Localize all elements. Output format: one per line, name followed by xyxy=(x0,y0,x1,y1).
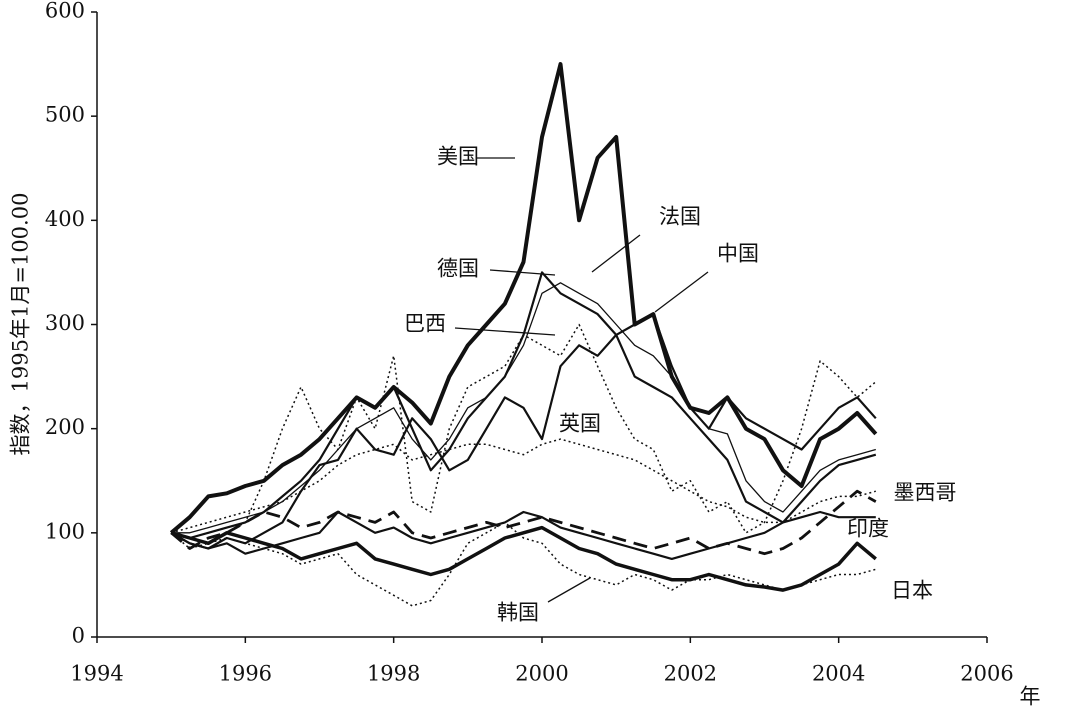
series-label: 德国 xyxy=(437,257,479,281)
series-label: 法国 xyxy=(659,205,701,229)
series-label: 美国 xyxy=(437,145,479,169)
series-label: 墨西哥 xyxy=(894,481,957,505)
series-line xyxy=(169,62,878,535)
y-tick-label: 400 xyxy=(45,207,85,231)
y-tick-label: 500 xyxy=(45,103,85,127)
series-line xyxy=(170,525,877,592)
series-label: 印度 xyxy=(847,517,889,541)
series-label: 巴西 xyxy=(404,312,446,336)
x-tick-label: 2004 xyxy=(812,662,865,686)
x-tick-label: 1996 xyxy=(219,662,272,686)
series-label: 韩国 xyxy=(497,601,539,625)
y-tick-label: 600 xyxy=(45,0,85,23)
leader-line xyxy=(489,269,556,276)
series-line xyxy=(170,271,877,540)
series-line xyxy=(170,521,877,607)
x-tick-label: 2002 xyxy=(664,662,717,686)
leader-line xyxy=(547,577,591,603)
series-label: 中国 xyxy=(717,242,759,266)
x-tick-label: 2000 xyxy=(515,662,568,686)
x-tick-label: 2006 xyxy=(960,662,1013,686)
series-line xyxy=(170,323,877,550)
y-tick-label: 100 xyxy=(45,519,85,543)
leader-line xyxy=(454,327,556,336)
leader-line xyxy=(591,234,641,273)
series-line xyxy=(171,282,876,534)
y-tick-label: 200 xyxy=(45,415,85,439)
y-tick-label: 300 xyxy=(45,311,85,335)
x-axis-label: 年 xyxy=(1020,685,1041,709)
x-tick-label: 1994 xyxy=(70,662,123,686)
series-line xyxy=(170,489,877,556)
series-label: 日本 xyxy=(891,579,933,603)
leader-line xyxy=(654,271,709,313)
y-axis-label: 指数，1995年1月=100.00 xyxy=(9,193,33,456)
x-tick-label: 1998 xyxy=(367,662,420,686)
series-line xyxy=(170,438,877,534)
leader-lines xyxy=(454,157,709,603)
series-label: 英国 xyxy=(559,412,601,436)
series-line xyxy=(170,313,877,550)
y-tick-label: 0 xyxy=(72,624,85,648)
series-line xyxy=(170,510,876,560)
